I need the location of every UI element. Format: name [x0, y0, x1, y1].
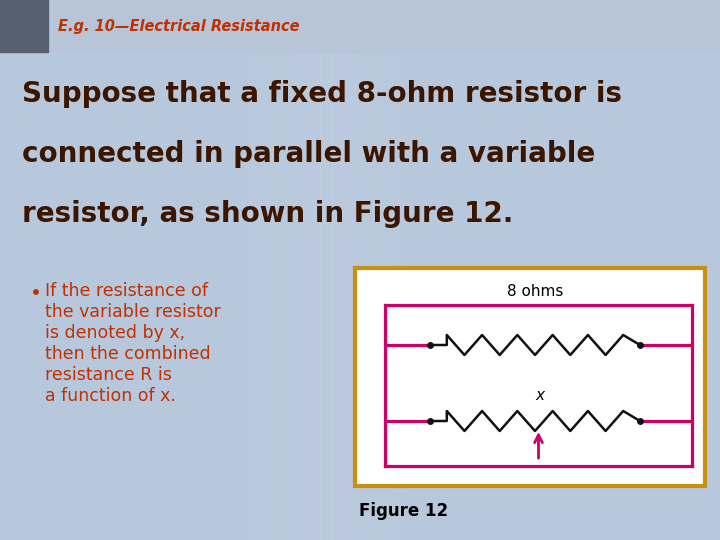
Bar: [344, 0, 356, 540]
Text: If the resistance of: If the resistance of: [45, 282, 208, 300]
Bar: [380, 0, 392, 540]
Bar: [392, 0, 404, 540]
Text: Figure 12: Figure 12: [359, 502, 448, 520]
Bar: [272, 0, 284, 540]
Bar: [260, 0, 272, 540]
Bar: [416, 0, 428, 540]
Text: Suppose that a fixed 8-ohm resistor is: Suppose that a fixed 8-ohm resistor is: [22, 80, 622, 108]
Text: is denoted by x,: is denoted by x,: [45, 324, 185, 342]
Bar: [200, 0, 212, 540]
Bar: [356, 0, 368, 540]
Bar: [0, 0, 720, 52]
Bar: [308, 0, 320, 540]
Text: resistor, as shown in Figure 12.: resistor, as shown in Figure 12.: [22, 200, 513, 228]
Bar: [320, 0, 332, 540]
Text: then the combined: then the combined: [45, 345, 211, 363]
Bar: [296, 0, 308, 540]
Bar: [428, 0, 440, 540]
Bar: [224, 0, 236, 540]
Text: the variable resistor: the variable resistor: [45, 303, 221, 321]
Text: x: x: [536, 388, 544, 403]
Text: a function of x.: a function of x.: [45, 387, 176, 405]
Bar: [332, 0, 344, 540]
Bar: [248, 0, 260, 540]
Bar: [236, 0, 248, 540]
Text: connected in parallel with a variable: connected in parallel with a variable: [22, 140, 595, 168]
Text: 8 ohms: 8 ohms: [507, 284, 563, 299]
Bar: [368, 0, 380, 540]
Text: resistance R is: resistance R is: [45, 366, 172, 384]
Text: E.g. 10—Electrical Resistance: E.g. 10—Electrical Resistance: [58, 19, 300, 35]
Bar: [355, 268, 705, 486]
Bar: [212, 0, 224, 540]
Bar: [404, 0, 416, 540]
Bar: [284, 0, 296, 540]
Bar: [0, 0, 48, 52]
Text: •: •: [30, 284, 42, 303]
